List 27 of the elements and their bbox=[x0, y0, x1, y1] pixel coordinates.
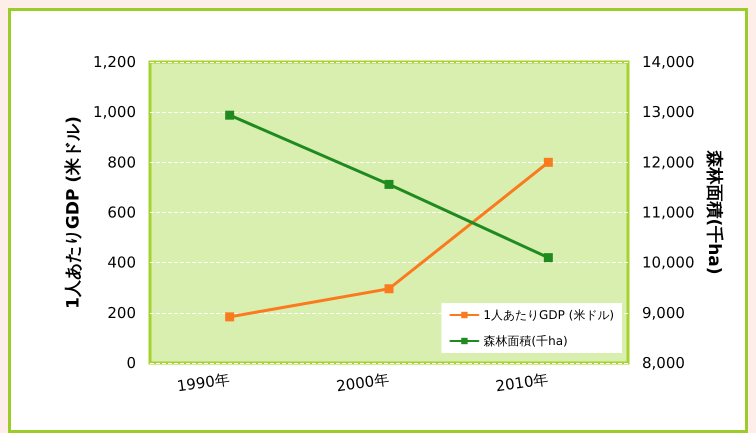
y2-tick-label: 8,000 bbox=[642, 354, 685, 372]
x-tick-label: 2000年 bbox=[335, 370, 390, 396]
point bbox=[384, 180, 394, 189]
y-tick-label: 800 bbox=[107, 153, 136, 172]
y2-tick-label: 12,000 bbox=[642, 153, 694, 172]
y-tick-label: 600 bbox=[107, 204, 136, 222]
point bbox=[225, 110, 234, 120]
legend-label: 1人あたりGDP (米ドル) bbox=[483, 308, 614, 322]
legend-label: 森林面積(千ha) bbox=[483, 334, 568, 348]
point bbox=[544, 253, 553, 262]
y2-tick-label: 10,000 bbox=[642, 254, 694, 272]
x-tick-label: 2010年 bbox=[494, 370, 550, 396]
y-tick-label: 200 bbox=[107, 304, 136, 322]
point bbox=[544, 158, 553, 167]
y-tick-label: 0 bbox=[126, 354, 136, 372]
y-axis-title: 1人あたりGDP (米ドル) bbox=[64, 116, 84, 309]
y-tick-label: 400 bbox=[107, 254, 136, 272]
y2-tick-label: 14,000 bbox=[642, 53, 694, 71]
y-tick-label: 1,200 bbox=[93, 53, 136, 71]
point bbox=[384, 284, 394, 294]
point bbox=[225, 312, 234, 322]
y-tick-label: 1,000 bbox=[93, 103, 136, 122]
y2-axis-title: 森林面積(千ha) bbox=[704, 149, 724, 275]
x-tick-label: 1990年 bbox=[176, 370, 231, 396]
y2-tick-label: 9,000 bbox=[642, 304, 685, 322]
y2-tick-label: 13,000 bbox=[642, 103, 694, 122]
y2-tick-label: 11,000 bbox=[642, 204, 694, 222]
